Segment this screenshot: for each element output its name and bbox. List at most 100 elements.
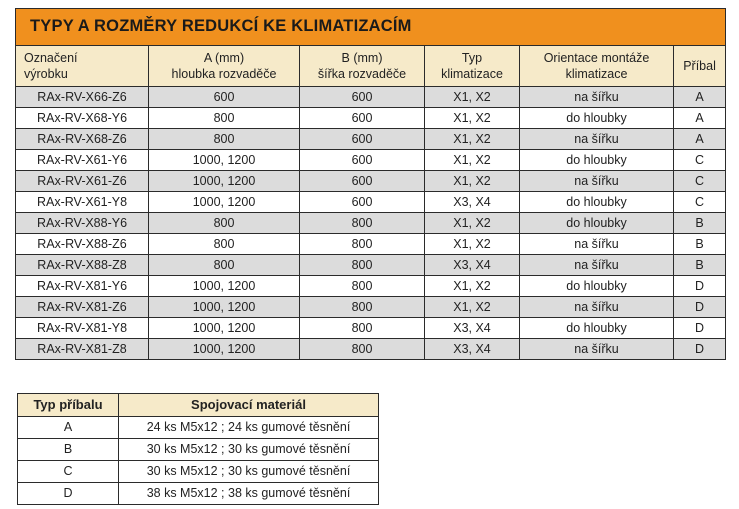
column-header-line2: výrobku (24, 67, 68, 81)
cell-depth-a: 1000, 1200 (148, 338, 300, 360)
column-header-width-b: B (mm) šířka rozvaděče (299, 45, 425, 87)
cell-mount-orientation: na šířku (519, 233, 674, 255)
table-row: RAx-RV-X88-Z6 800 800 X1, X2 na šířku B (15, 233, 727, 255)
column-header-line2: hloubka rozvaděče (171, 67, 277, 81)
column-header-line1: Příbal (683, 59, 716, 73)
cell-mount-orientation: do hloubky (519, 317, 674, 339)
cell-mount-orientation: do hloubky (519, 149, 674, 171)
cell-width-b: 800 (299, 338, 425, 360)
cell-package: B (672, 233, 727, 255)
cell-depth-a: 1000, 1200 (148, 149, 300, 171)
types-and-dimensions-table-container: TYPY A ROZMĚRY REDUKCÍ KE KLIMATIZACÍM O… (14, 8, 727, 360)
cell-width-b: 800 (299, 233, 425, 255)
cell-mount-orientation: na šířku (519, 86, 674, 108)
table-row: RAx-RV-X61-Y6 1000, 1200 600 X1, X2 do hloub… (15, 149, 727, 171)
cell-package: D (672, 275, 727, 297)
cell-package: D (672, 296, 727, 318)
cell-ac-type: X3, X4 (424, 254, 520, 276)
package-contents-table-container: Typ příbalu Spojovací materiál A 24 ks M5… (17, 393, 379, 505)
cell-depth-a: 1000, 1200 (148, 191, 300, 213)
cell-package-type: D (17, 482, 119, 505)
cell-width-b: 600 (299, 191, 425, 213)
cell-ac-type: X1, X2 (424, 86, 520, 108)
cell-mount-orientation: na šířku (519, 338, 674, 360)
cell-designation: RAx-RV-X66-Z6 (15, 86, 149, 108)
column-header-fastening-material: Spojovací materiál (118, 393, 379, 417)
column-header-package: Příbal (672, 45, 727, 87)
cell-designation: RAx-RV-X68-Z6 (15, 128, 149, 150)
cell-ac-type: X1, X2 (424, 128, 520, 150)
page-title: TYPY A ROZMĚRY REDUKCÍ KE KLIMATIZACÍM (14, 8, 727, 46)
cell-ac-type: X1, X2 (424, 170, 520, 192)
table-row: RAx-RV-X68-Z6 800 600 X1, X2 na šířku A (15, 128, 727, 150)
cell-width-b: 800 (299, 254, 425, 276)
table-row: RAx-RV-X81-Y8 1000, 1200 800 X3, X4 do hloub… (15, 317, 727, 339)
column-header-line2: klimatizace (565, 67, 628, 81)
cell-mount-orientation: do hloubky (519, 212, 674, 234)
column-header-line1: Orientace montáže (543, 51, 650, 65)
cell-fastening-material: 38 ks M5x12 ; 38 ks gumové těsnění (118, 482, 379, 505)
pack-header-row: Typ příbalu Spojovací materiál (17, 393, 379, 417)
cell-designation: RAx-RV-X88-Z8 (15, 254, 149, 276)
table-row: RAx-RV-X61-Y8 1000, 1200 600 X3, X4 do hloub… (15, 191, 727, 213)
cell-designation: RAx-RV-X81-Y6 (15, 275, 149, 297)
cell-depth-a: 800 (148, 254, 300, 276)
cell-designation: RAx-RV-X88-Y6 (15, 212, 149, 234)
cell-package: C (672, 149, 727, 171)
cell-designation: RAx-RV-X61-Y8 (15, 191, 149, 213)
table-header-row: Označení výrobku A (mm) hloubka rozvaděč… (15, 45, 727, 87)
cell-width-b: 600 (299, 128, 425, 150)
cell-designation: RAx-RV-X81-Z6 (15, 296, 149, 318)
cell-mount-orientation: na šířku (519, 128, 674, 150)
cell-width-b: 800 (299, 212, 425, 234)
cell-depth-a: 1000, 1200 (148, 317, 300, 339)
types-and-dimensions-table: TYPY A ROZMĚRY REDUKCÍ KE KLIMATIZACÍM O… (14, 8, 727, 360)
table-row: RAx-RV-X61-Z6 1000, 1200 600 X1, X2 na šířku… (15, 170, 727, 192)
column-header-mount-orientation: Orientace montáže klimatizace (519, 45, 674, 87)
cell-width-b: 800 (299, 317, 425, 339)
package-contents-table-body: A 24 ks M5x12 ; 24 ks gumové těsnění B 30 k… (17, 416, 379, 505)
cell-fastening-material: 30 ks M5x12 ; 30 ks gumové těsnění (118, 460, 379, 483)
cell-fastening-material: 30 ks M5x12 ; 30 ks gumové těsnění (118, 438, 379, 461)
cell-mount-orientation: do hloubky (519, 191, 674, 213)
cell-package-type: B (17, 438, 119, 461)
cell-ac-type: X3, X4 (424, 338, 520, 360)
package-contents-table: Typ příbalu Spojovací materiál A 24 ks M5… (17, 393, 379, 505)
cell-package: B (672, 254, 727, 276)
table-row: RAx-RV-X81-Y6 1000, 1200 800 X1, X2 do hloub… (15, 275, 727, 297)
cell-ac-type: X1, X2 (424, 275, 520, 297)
cell-width-b: 600 (299, 107, 425, 129)
cell-package: A (672, 107, 727, 129)
cell-width-b: 600 (299, 86, 425, 108)
cell-ac-type: X1, X2 (424, 149, 520, 171)
table-row: RAx-RV-X68-Y6 800 600 X1, X2 do hloubky A (15, 107, 727, 129)
cell-package-type: C (17, 460, 119, 483)
cell-designation: RAx-RV-X61-Z6 (15, 170, 149, 192)
cell-width-b: 800 (299, 275, 425, 297)
cell-package: A (672, 128, 727, 150)
cell-ac-type: X3, X4 (424, 191, 520, 213)
column-header-line1: Typ (461, 51, 483, 65)
column-header-line1: B (mm) (341, 51, 383, 65)
table-row: RAx-RV-X66-Z6 600 600 X1, X2 na šířku A (15, 86, 727, 108)
cell-depth-a: 800 (148, 212, 300, 234)
list-item: D 38 ks M5x12 ; 38 ks gumové těsnění (17, 482, 379, 505)
cell-package: B (672, 212, 727, 234)
column-header-designation: Označení výrobku (15, 45, 149, 87)
cell-designation: RAx-RV-X81-Z8 (15, 338, 149, 360)
cell-package: A (672, 86, 727, 108)
cell-package: C (672, 191, 727, 213)
cell-ac-type: X1, X2 (424, 212, 520, 234)
table-row: RAx-RV-X81-Z6 1000, 1200 800 X1, X2 na šířku… (15, 296, 727, 318)
cell-mount-orientation: na šířku (519, 170, 674, 192)
list-item: B 30 ks M5x12 ; 30 ks gumové těsnění (17, 438, 379, 461)
types-and-dimensions-table-body: RAx-RV-X66-Z6 600 600 X1, X2 na šířku A RAx-RV… (15, 86, 727, 360)
cell-width-b: 600 (299, 149, 425, 171)
cell-designation: RAx-RV-X68-Y6 (15, 107, 149, 129)
cell-depth-a: 1000, 1200 (148, 275, 300, 297)
cell-depth-a: 800 (148, 233, 300, 255)
cell-package: D (672, 317, 727, 339)
column-header-depth-a: A (mm) hloubka rozvaděče (148, 45, 300, 87)
list-item: A 24 ks M5x12 ; 24 ks gumové těsnění (17, 416, 379, 439)
cell-depth-a: 600 (148, 86, 300, 108)
